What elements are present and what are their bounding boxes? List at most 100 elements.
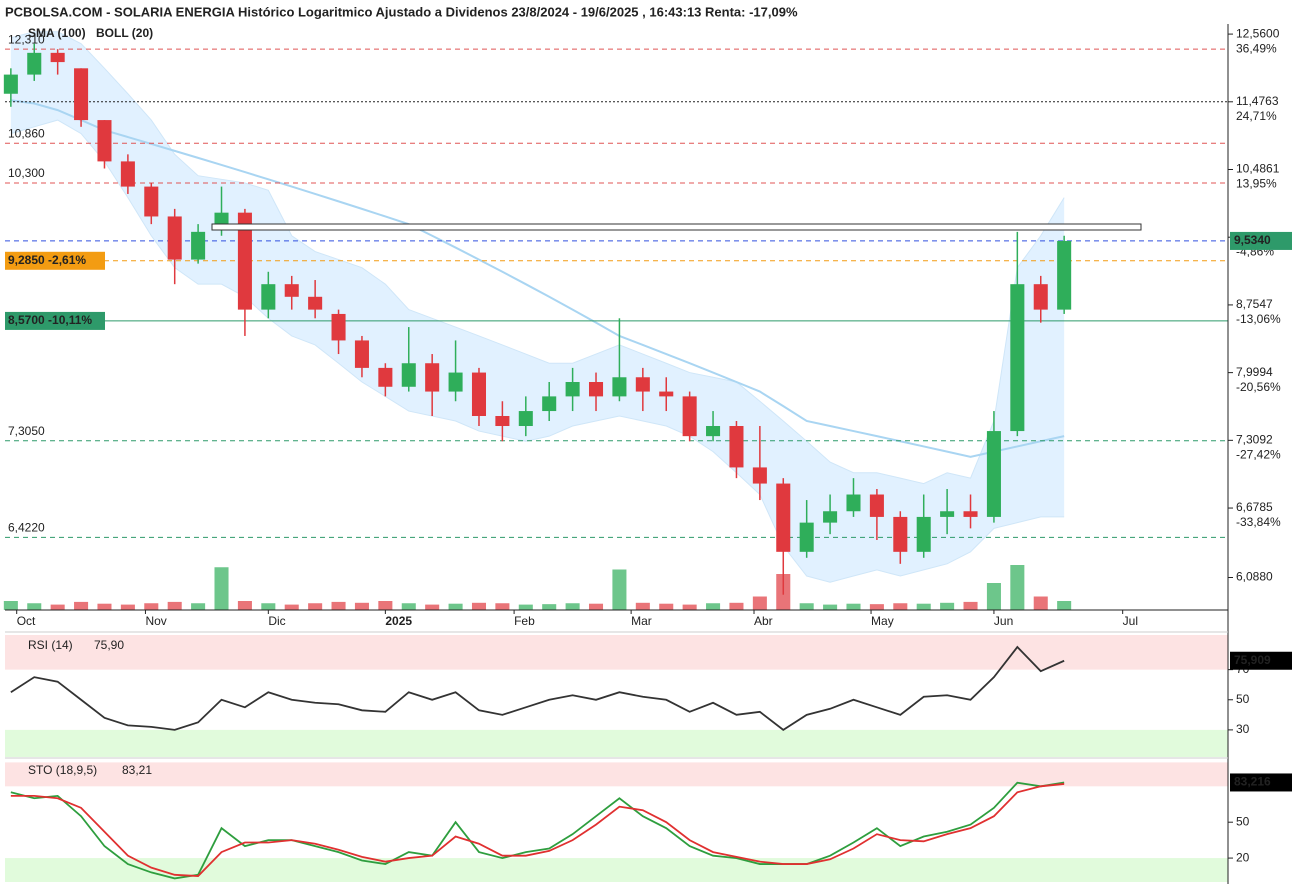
level-label: 10,860 (8, 126, 45, 140)
zone-band (5, 762, 1228, 787)
candle-body (940, 511, 955, 517)
candle-body (495, 416, 510, 427)
y-tick-change: 13,95% (1236, 177, 1277, 191)
y-tick-label: 8,7547 (1236, 297, 1273, 311)
candle-body (167, 216, 182, 260)
value-badge (1230, 651, 1292, 670)
volume-bar (284, 604, 299, 610)
volume-bar (869, 604, 884, 610)
y-tick-label: 10,4861 (1236, 162, 1280, 176)
volume-bar (986, 583, 1001, 610)
volume-bar (214, 567, 229, 610)
volume-bar (846, 603, 861, 610)
candle-body (120, 161, 135, 187)
y-tick-label: 7,9994 (1236, 365, 1273, 379)
candle-body (659, 391, 674, 397)
candle-body (144, 186, 159, 217)
chart-title: PCBOLSA.COM - SOLARIA ENERGIA Histórico … (5, 4, 798, 19)
plot-layer: SMA (100) BOLL (20) 12,310 10,860 10,300 9,28… (3, 26, 1292, 882)
volume-bar (565, 603, 580, 610)
volume-bar (893, 603, 908, 610)
drawn-box (211, 223, 1142, 231)
candle-body (752, 467, 767, 484)
candle-body (565, 382, 580, 397)
candle-body (518, 411, 533, 427)
y-tick-change: -33,84% (1236, 515, 1281, 529)
volume-bar (97, 603, 112, 610)
volume-bar (659, 603, 674, 610)
volume-bar (378, 601, 393, 610)
candle-body (799, 522, 814, 552)
x-tick-label: Dic (268, 614, 285, 628)
volume-bar (308, 603, 323, 610)
volume-bar (74, 601, 89, 610)
volume-bar (191, 603, 206, 610)
volume-bar (752, 596, 767, 610)
y-tick-label: 12,5600 (1236, 26, 1280, 40)
x-tick-label: Jun (994, 614, 1013, 628)
volume-bar (261, 603, 276, 610)
candle-body (27, 52, 42, 75)
volume-bar (1033, 596, 1048, 610)
panel-title: RSI (14) (28, 638, 73, 652)
candle-body (401, 363, 416, 387)
y-tick-label: 11,4763 (1236, 94, 1279, 108)
volume-bar (635, 602, 650, 610)
candle-body (3, 74, 18, 94)
candle-body (378, 367, 393, 387)
candle-body (869, 494, 884, 517)
candle-body (354, 340, 369, 368)
candle-body (308, 296, 323, 310)
volume-bar (495, 603, 510, 610)
volume-bar (237, 601, 252, 610)
volume-bar (916, 603, 931, 610)
y-tick-label: 50 (1236, 814, 1250, 828)
candle-body (284, 284, 299, 297)
candle-body (425, 363, 440, 392)
candle-body (706, 426, 721, 437)
x-tick-label: Oct (17, 614, 36, 628)
legend-entry: SMA (100) (28, 26, 86, 40)
x-tick-label: May (871, 614, 894, 628)
level-label: 10,300 (8, 166, 45, 180)
level-badge (5, 251, 105, 270)
y-tick-label: 6,6785 (1236, 500, 1273, 514)
candle-body (50, 52, 65, 63)
y-tick-change: -20,56% (1236, 380, 1281, 394)
candle-body (1057, 240, 1072, 310)
candle-body (588, 382, 604, 397)
volume-bar (940, 602, 955, 610)
y-tick-label: 50 (1236, 692, 1250, 706)
volume-bar (401, 603, 416, 610)
volume-bar (167, 601, 182, 610)
y-tick-label: 20 (1236, 850, 1250, 864)
candle-body (986, 431, 1001, 517)
volume-bar (518, 604, 533, 610)
candle-body (542, 396, 557, 412)
level-label: 9,2850 -2,61% (8, 253, 86, 267)
zone-band (5, 858, 1228, 882)
volume-bar (1010, 565, 1025, 610)
candle-body (729, 426, 744, 468)
value-badge (1230, 773, 1292, 792)
volume-bar (799, 603, 814, 610)
y-tick-change: -13,06% (1236, 312, 1281, 326)
volume-bar (120, 604, 135, 610)
candle-body (893, 516, 908, 552)
volume-bar (50, 604, 65, 610)
candle-body (261, 284, 276, 310)
level-label: 6,4220 (8, 521, 45, 535)
legend-entry: BOLL (20) (96, 26, 153, 40)
price-badge-label: 9,5340 (1234, 233, 1271, 247)
volume-bar (963, 601, 978, 610)
bollinger-lower (10, 119, 1065, 583)
x-tick-label: Feb (514, 614, 535, 628)
candle-body (1033, 284, 1048, 310)
bollinger-upper (10, 31, 1065, 485)
level-label: 8,5700 -10,11% (8, 313, 92, 327)
candle-body (823, 511, 838, 523)
candle-body (612, 377, 627, 397)
candle-body (471, 372, 487, 417)
y-tick-change: -27,42% (1236, 447, 1281, 461)
